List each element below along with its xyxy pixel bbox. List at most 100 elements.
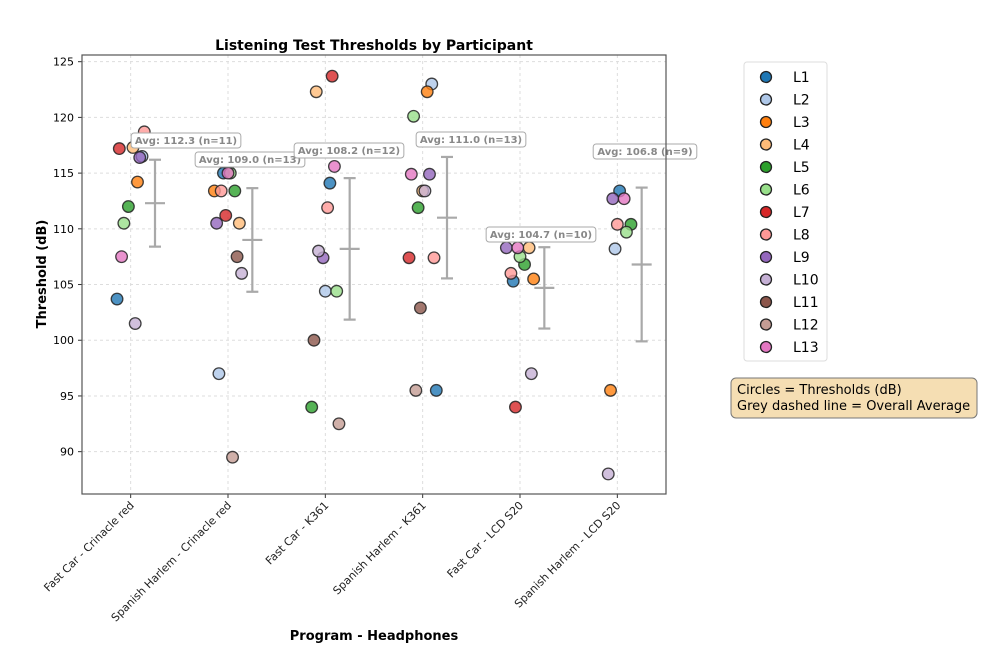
avg-label: Avg: 104.7 (n=10) [490,230,592,241]
grid [82,55,666,494]
data-point-l13 [115,250,129,264]
data-point-l7 [325,69,339,83]
legend-frame [743,61,828,362]
data-point-l8 [321,201,335,215]
data-point-l8 [427,251,441,265]
legend-marker-l10 [759,273,773,286]
y-tick-label: 125 [53,56,74,69]
avg-label-box [485,226,597,243]
avg-annotations: Avg: 112.3 (n=11)Avg: 109.0 (n=13)Avg: 1… [130,131,698,243]
legend-marker-l13 [759,340,773,354]
x-tick-label: Spanish Harlem - Crinacle red [109,499,234,624]
avg-label: Avg: 109.0 (n=13) [199,155,301,166]
x-tick-label: Spanish Harlem - K361 [330,499,428,597]
legend-marker-l5 [759,160,773,174]
y-tick-label: 100 [53,334,74,347]
data-point-l9 [606,192,620,206]
data-point-l10 [601,467,615,481]
avg-label-box [130,132,242,149]
data-point-l8 [214,184,228,198]
data-point-l2 [608,242,622,256]
y-tick-label: 110 [53,223,74,236]
data-point-l7 [509,400,522,414]
avg-label-box [415,131,527,148]
ticks: 90 95 100 105 110 115 120 125 Fast Car - Crinacl… [41,56,623,625]
data-point-l13 [327,159,341,173]
avg-label: Avg: 112.3 (n=11) [135,136,237,147]
legend-label: L7 [793,205,810,221]
data-point-l6 [117,216,131,230]
legend-marker-l7 [759,205,773,219]
legend-marker-l9 [759,250,773,264]
data-point-l2 [318,284,332,298]
legend-marker-l11 [759,295,773,309]
legend-label: L10 [793,273,819,289]
data-point-l11 [230,250,244,264]
y-tick-label: 90 [60,446,74,459]
avg-label-box [194,151,306,168]
data-point-l9 [133,151,147,164]
legend-label: L11 [793,295,819,311]
data-point-l1 [323,176,337,190]
avg-label: Avg: 106.8 (n=9) [597,147,692,158]
avg-label-box [592,143,698,160]
avg-label: Avg: 108.2 (n=12) [298,146,400,157]
legend-label: L8 [793,228,810,244]
legend-label: L6 [793,183,810,199]
data-point-l6 [407,109,421,123]
data-point-l5 [411,201,425,215]
data-point-l4 [522,241,536,255]
legend-label: L5 [793,160,810,176]
data-point-l2 [212,367,226,381]
legend-label: L13 [793,340,819,356]
data-point-l10 [128,317,142,330]
y-tick-label: 115 [53,167,74,180]
data-point-l6 [619,225,633,239]
data-point-l1 [429,383,443,397]
data-point-l7 [219,208,233,222]
data-point-l9 [210,216,224,230]
data-point-l5 [228,184,242,198]
legend-label: L9 [793,250,810,266]
data-point-l12 [226,450,239,464]
data-point-l5 [121,200,135,213]
data-point-l4 [232,216,246,230]
data-point-l11 [307,333,321,347]
data-point-l7 [112,142,126,156]
legend-marker-l1 [759,70,773,84]
legend: L1 L2 L3 L4 L5 L6 L7 L8 L9 L10 L11 L12 L13 [743,61,828,362]
avg-label: Avg: 111.0 (n=13) [420,135,522,146]
y-tick-label: 105 [53,279,74,292]
annotation-line-1: Circles = Thresholds (dB) [737,383,902,398]
chart-title: Listening Test Thresholds by Participant [215,38,533,54]
data-point-l10 [524,367,538,381]
legend-label: L12 [793,318,819,334]
data-point-l9 [499,241,513,255]
data-point-l11 [413,301,427,315]
data-point-l10 [418,184,432,198]
data-point-l3 [604,383,617,397]
y-axis-label: Threshold (dB) [35,220,50,329]
data-point-l3 [527,272,541,286]
x-axis-label: Program - Headphones [290,629,459,644]
data-point-l12 [332,417,346,431]
data-point-l1 [110,292,124,306]
data-point-l13 [511,241,525,255]
error-bars [145,155,652,343]
data-point-l6 [330,284,344,298]
x-tick-label: Fast Car - LCD S20 [445,499,527,581]
data-point-l13 [404,167,418,181]
data-point-l10 [235,266,249,280]
legend-marker-l12 [759,318,773,331]
data-point-l13 [617,192,631,206]
annotation-box-bg [730,377,978,419]
data-point-l3 [420,85,434,99]
plot-frame [81,54,667,495]
legend-marker-l2 [759,93,773,106]
data-point-l5 [305,400,319,414]
data-point-l3 [131,175,144,189]
y-tick-label: 120 [53,111,74,124]
legend-label: L1 [793,70,810,86]
data-point-l13 [221,166,235,180]
